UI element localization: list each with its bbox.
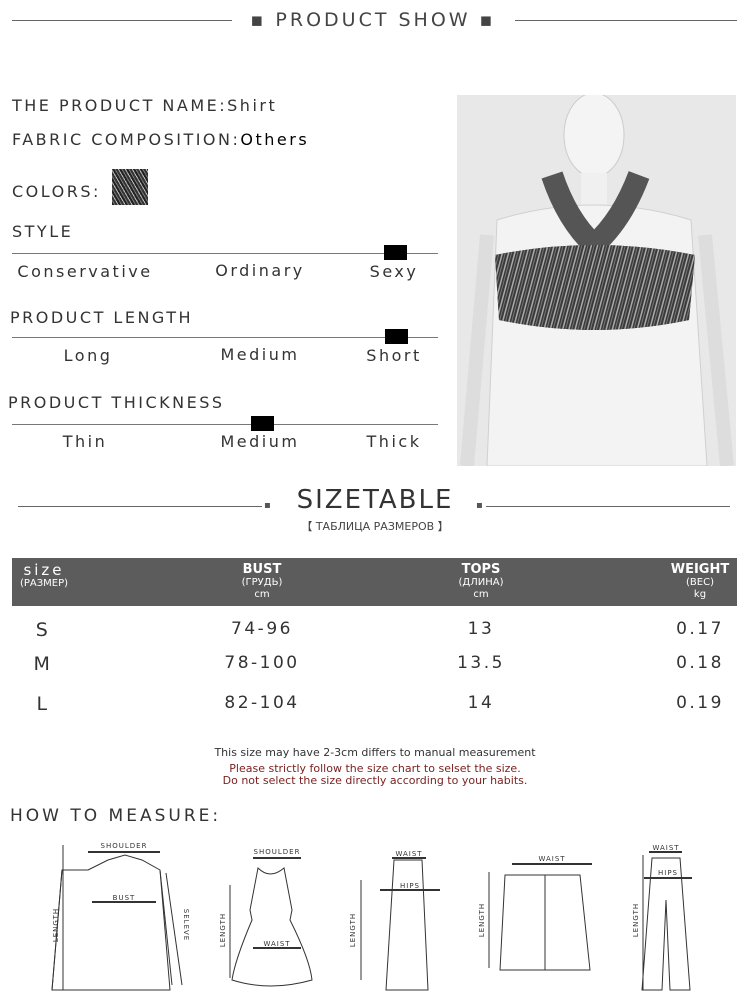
header-ru: (ДЛИНА) (458, 577, 504, 588)
table-header (12, 558, 737, 606)
measure-label-length: LENGTH (349, 913, 357, 947)
measure-label-bust: BUST (113, 894, 136, 902)
measure-label-length: LENGTH (52, 908, 60, 942)
divider (515, 20, 737, 21)
measure-label-waist: WAIST (652, 844, 679, 852)
product-image (457, 95, 736, 466)
colors-label: COLORS: (12, 182, 101, 201)
option: Conservative (17, 262, 153, 281)
style-track (12, 253, 438, 254)
table-cell: 74-96 (231, 619, 293, 639)
option: Medium (220, 345, 300, 364)
measure-label-hips: HIPS (400, 882, 420, 890)
option: Ordinary (215, 261, 305, 280)
measure-label-sleeve: SELEVE (182, 909, 190, 941)
header-unit: cm (473, 589, 489, 600)
product-show-title: PRODUCT SHOW (275, 9, 471, 31)
header-size: size (РАЗМЕР) (14, 563, 74, 590)
skirt-sketch (385, 859, 429, 991)
dot: ▪ (476, 500, 483, 511)
header-weight: WEIGHT (ВЕС) kg (660, 562, 740, 601)
length-title: PRODUCT LENGTH (10, 308, 194, 327)
header-unit: cm (254, 589, 270, 600)
measure-label-hips: HIPS (658, 869, 678, 877)
table-cell: 0.17 (676, 619, 724, 639)
option: Sexy (369, 262, 419, 281)
table-cell: 0.19 (676, 693, 724, 713)
fabric-row: FABRIC COMPOSITION:Others (12, 130, 309, 149)
option: Short (366, 346, 422, 365)
header-bust: BUST (ГРУДЬ) cm (202, 562, 322, 601)
option: Long (63, 346, 113, 365)
table-cell: 14 (467, 693, 495, 713)
measure-label-waist: WAIST (538, 855, 565, 863)
product-name: Shirt (227, 96, 278, 115)
measure-label-waist: WAIST (263, 940, 290, 948)
option: Thin (62, 432, 108, 451)
thickness-marker (251, 416, 274, 431)
label: FABRIC COMPOSITION: (12, 130, 241, 149)
measure-label-length: LENGTH (219, 913, 227, 947)
length-marker (385, 329, 408, 344)
fabric-value: Others (240, 130, 310, 149)
header-unit: kg (693, 589, 707, 600)
warning-note: Do not select the size directly accordin… (222, 774, 528, 787)
divider (18, 506, 262, 507)
measure-label-shoulder: SHOULDER (254, 848, 301, 856)
divider (486, 506, 730, 507)
sizetable-subtitle: 【 ТАБЛИЦА РАЗМЕРОВ 】 (301, 520, 449, 533)
header-main: BUST (242, 562, 282, 577)
table-cell: 82-104 (224, 693, 300, 713)
style-marker (384, 245, 407, 260)
option: Medium (220, 432, 300, 451)
table-cell: L (36, 693, 50, 715)
length-track (12, 337, 438, 338)
color-swatch[interactable] (112, 169, 148, 205)
warning-note: Please strictly follow the size chart to… (229, 762, 521, 775)
pants-sketch (641, 857, 691, 991)
measure-diagrams: SHOULDER BUST LENGTH SELEVE SHOULDER WAIST LEN… (51, 842, 692, 991)
measure-label-length: LENGTH (632, 903, 640, 937)
jacket-sketch (51, 854, 171, 991)
header-ru: (ВЕС) (686, 577, 714, 588)
table-cell: 13 (467, 619, 495, 639)
thickness-title: PRODUCT THICKNESS (8, 393, 225, 412)
header-ru: (РАЗМЕР) (19, 578, 69, 589)
header-ru: (ГРУДЬ) (241, 577, 283, 588)
section-title: ▪ PRODUCT SHOW ▪ (250, 9, 496, 31)
table-cell: M (33, 653, 53, 675)
header-tops: TOPS (ДЛИНА) cm (421, 562, 541, 601)
thickness-track (12, 424, 438, 425)
product-name-row: THE PRODUCT NAME:Shirt (12, 96, 277, 115)
header-main: TOPS (461, 562, 501, 577)
note: This size may have 2-3cm differs to manu… (214, 746, 536, 759)
measure-label-length: LENGTH (478, 903, 486, 937)
table-cell: 0.18 (676, 653, 724, 673)
dot: ▪ (264, 500, 271, 511)
table-cell: 13.5 (457, 653, 505, 673)
option: Thick (366, 432, 422, 451)
label: THE PRODUCT NAME: (12, 96, 228, 115)
table-cell: 78-100 (224, 653, 300, 673)
shorts-sketch (499, 874, 591, 971)
measure-label-waist: WAIST (395, 850, 422, 858)
divider (12, 20, 232, 21)
header-main: size (23, 561, 65, 579)
header-main: WEIGHT (670, 562, 730, 577)
style-title: STYLE (12, 222, 74, 241)
table-cell: S (35, 619, 51, 641)
dress-sketch (231, 866, 313, 987)
how-to-measure-title: HOW TO MEASURE: (10, 806, 222, 826)
sizetable-title: SIZETABLE (296, 485, 454, 515)
measure-label-shoulder: SHOULDER (101, 842, 148, 850)
